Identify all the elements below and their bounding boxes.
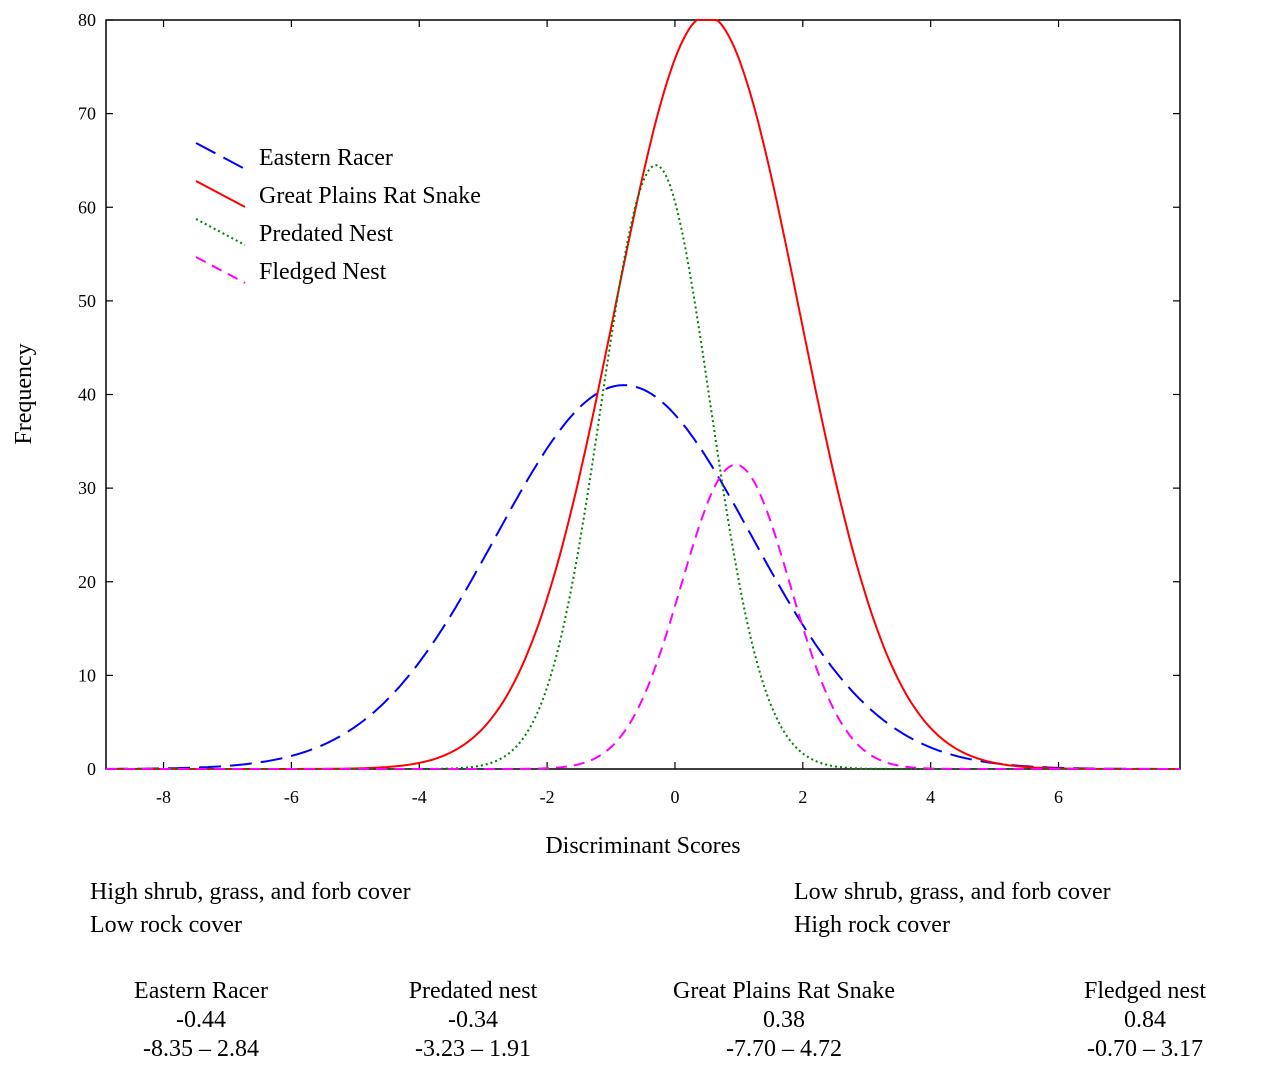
stat-mean: 0.84 [1124,1007,1166,1033]
left-annotation-line-2: Low rock cover [90,912,242,938]
y-axis-title: Frequency [11,343,37,444]
legend: Eastern Racer Great Plains Rat Snake Preda… [195,142,481,285]
right-annotation: Low shrub, grass, and forb cover High ro… [794,876,1111,942]
stat-name: Great Plains Rat Snake [673,978,895,1004]
stat-range: -8.35 – 2.84 [143,1036,259,1062]
stat-fledged-nest: Fledged nest 0.84 -0.70 – 3.17 [1045,977,1245,1064]
y-tick-label: 80 [78,10,96,30]
stat-name: Eastern Racer [134,978,268,1004]
stat-eastern-racer: Eastern Racer -0.44 -8.35 – 2.84 [101,977,301,1064]
series-line-predated-nest [106,164,1180,770]
stat-range: -7.70 – 4.72 [726,1036,842,1062]
x-tick-label: 0 [670,787,679,807]
series-line-fledged-nest [106,463,1180,770]
y-tick-label: 0 [87,759,96,779]
stat-mean: -0.44 [176,1007,226,1033]
x-tick-label: -4 [412,787,427,807]
y-tick-label: 40 [78,385,96,405]
x-tick-label: 6 [1054,787,1063,807]
x-tick-label: -6 [284,787,299,807]
y-tick-label: 60 [78,197,96,217]
series-line-great-plains-rat-snake [106,19,1180,770]
legend-swatch-3 [195,256,246,284]
y-tick-label: 50 [78,291,96,311]
x-tick-label: -8 [156,787,171,807]
series-lines [106,19,1180,770]
x-tick-label: -2 [540,787,555,807]
legend-swatch-0 [195,142,246,170]
legend-label-0: Eastern Racer [259,145,393,171]
stat-range: -3.23 – 1.91 [415,1036,531,1062]
legend-swatch-1 [195,180,246,208]
x-tick-label: 4 [926,787,935,807]
series-line-eastern-racer [106,384,1180,770]
stat-range: -0.70 – 3.17 [1087,1036,1203,1062]
legend-label-2: Predated Nest [259,221,393,247]
legend-swatch-2 [195,218,246,246]
left-annotation: High shrub, grass, and forb cover Low ro… [90,876,411,942]
y-tick-label: 30 [78,478,96,498]
y-tick-label: 10 [78,665,96,685]
legend-label-1: Great Plains Rat Snake [259,183,481,209]
x-tick-label: 2 [798,787,807,807]
right-annotation-line-1: Low shrub, grass, and forb cover [794,879,1111,905]
y-tick-label: 70 [78,104,96,124]
y-tick-label: 20 [78,572,96,592]
left-annotation-line-1: High shrub, grass, and forb cover [90,879,411,905]
x-axis-title: Discriminant Scores [545,833,740,859]
legend-label-3: Fledged Nest [259,259,387,285]
stat-mean: 0.38 [763,1007,805,1033]
stat-predated-nest: Predated nest -0.34 -3.23 – 1.91 [373,977,573,1064]
stat-name: Predated nest [408,978,538,1004]
stat-mean: -0.34 [448,1007,498,1033]
stat-great-plains-rat-snake: Great Plains Rat Snake 0.38 -7.70 – 4.72 [634,977,934,1064]
plot-frame [105,19,1181,770]
right-annotation-line-2: High rock cover [794,912,950,938]
stat-name: Fledged nest [1084,978,1206,1004]
